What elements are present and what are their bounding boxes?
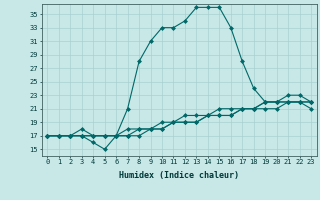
- X-axis label: Humidex (Indice chaleur): Humidex (Indice chaleur): [119, 171, 239, 180]
